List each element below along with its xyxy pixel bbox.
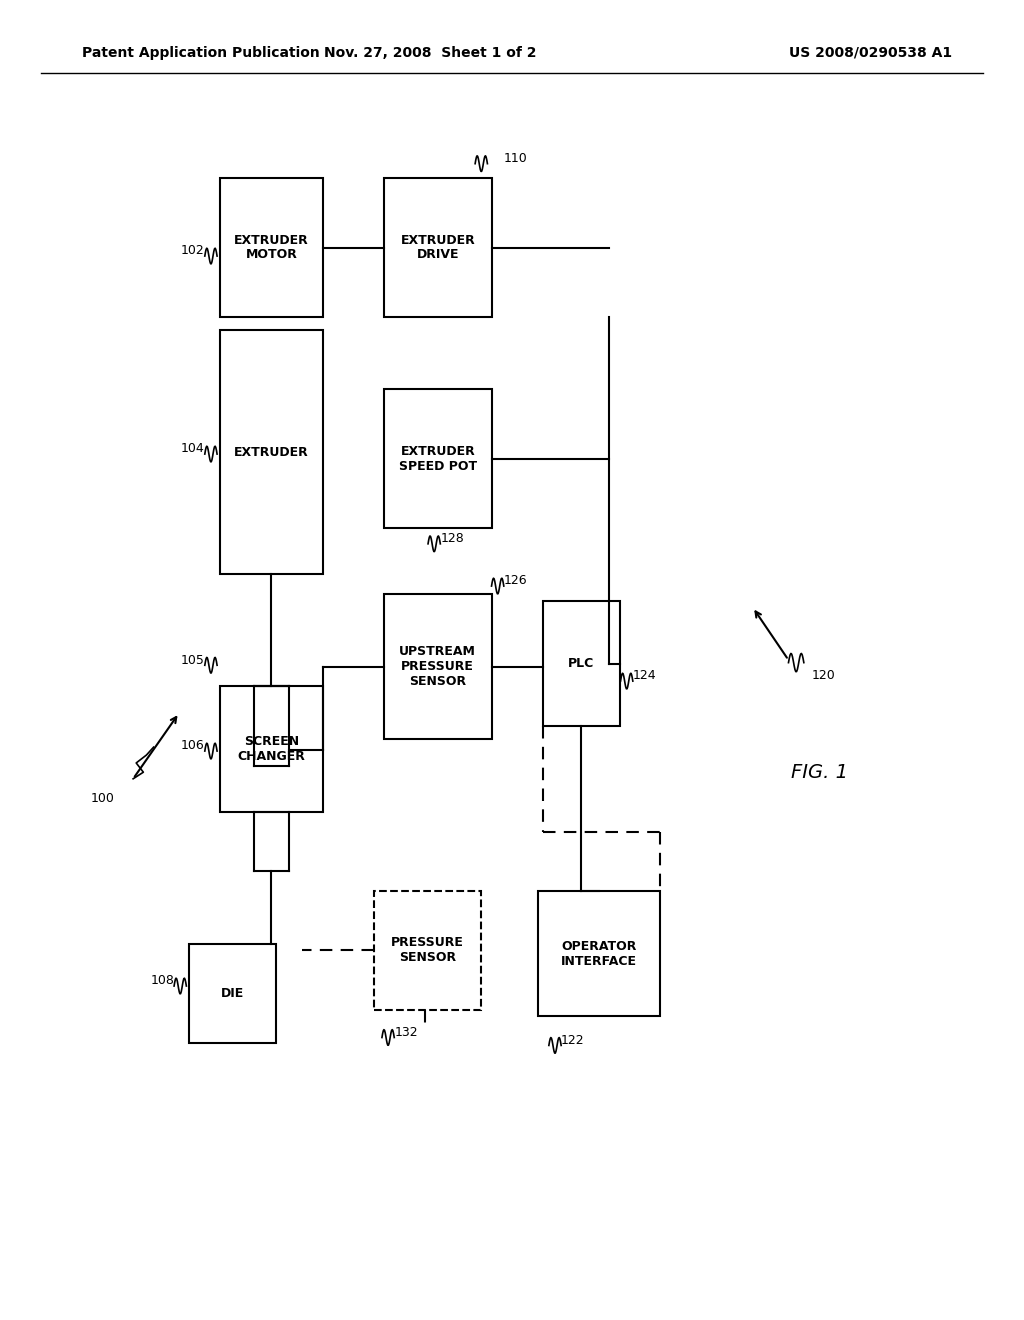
Text: Patent Application Publication: Patent Application Publication [82,46,319,59]
Text: 104: 104 [181,442,205,455]
Text: 105: 105 [181,653,205,667]
Text: DIE: DIE [221,987,245,999]
FancyBboxPatch shape [220,178,323,317]
FancyBboxPatch shape [384,389,492,528]
Text: US 2008/0290538 A1: US 2008/0290538 A1 [788,46,952,59]
FancyBboxPatch shape [374,891,481,1010]
Text: EXTRUDER: EXTRUDER [234,446,308,458]
Text: 102: 102 [181,244,205,257]
Text: 120: 120 [812,669,836,682]
FancyBboxPatch shape [543,601,620,726]
FancyBboxPatch shape [538,891,660,1016]
FancyBboxPatch shape [189,944,276,1043]
Text: 128: 128 [440,532,464,545]
Text: EXTRUDER
SPEED POT: EXTRUDER SPEED POT [398,445,477,473]
Text: 132: 132 [394,1026,418,1039]
Text: 126: 126 [504,574,527,587]
Text: 108: 108 [151,974,174,987]
Text: 124: 124 [633,669,656,682]
FancyBboxPatch shape [384,594,492,739]
Text: 100: 100 [90,792,115,805]
Text: SCREEN
CHANGER: SCREEN CHANGER [238,735,305,763]
Text: 110: 110 [504,152,527,165]
Text: 122: 122 [561,1034,585,1047]
Text: EXTRUDER
DRIVE: EXTRUDER DRIVE [400,234,475,261]
Text: UPSTREAM
PRESSURE
SENSOR: UPSTREAM PRESSURE SENSOR [399,645,476,688]
Text: PRESSURE
SENSOR: PRESSURE SENSOR [391,936,464,965]
FancyBboxPatch shape [220,686,323,812]
Text: EXTRUDER
MOTOR: EXTRUDER MOTOR [234,234,308,261]
FancyBboxPatch shape [384,178,492,317]
Text: FIG. 1: FIG. 1 [791,763,848,781]
Text: PLC: PLC [568,657,594,669]
Text: Nov. 27, 2008  Sheet 1 of 2: Nov. 27, 2008 Sheet 1 of 2 [324,46,537,59]
Text: 106: 106 [181,739,205,752]
Text: OPERATOR
INTERFACE: OPERATOR INTERFACE [561,940,637,968]
FancyBboxPatch shape [220,330,323,574]
